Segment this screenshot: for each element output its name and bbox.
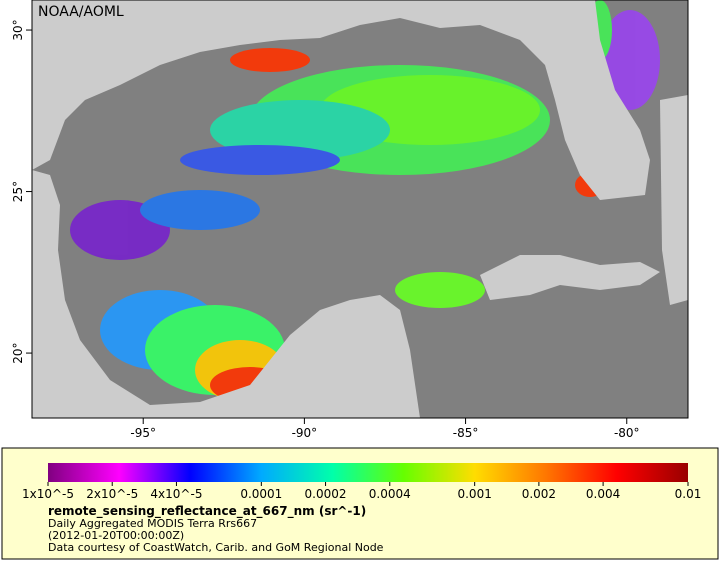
x-tick-label: -90° <box>292 426 318 440</box>
colorbar <box>48 463 688 482</box>
y-tick-label: 30° <box>11 19 25 40</box>
land <box>480 255 660 300</box>
y-tick-label: 25° <box>11 181 25 202</box>
colorbar-tick-label: 0.004 <box>586 487 620 501</box>
map-area: NOAA/AOML <box>32 0 688 418</box>
colorbar-tick-label: 0.0001 <box>240 487 282 501</box>
legend-line: Daily Aggregated MODIS Terra Rrs667 <box>48 517 257 530</box>
colorbar-tick-label: 0.0004 <box>369 487 411 501</box>
x-tick-label: -85° <box>453 426 479 440</box>
imagery <box>70 0 660 403</box>
x-tick-label: -95° <box>130 426 156 440</box>
land <box>32 170 420 418</box>
legend-line: Data courtesy of CoastWatch, Carib. and … <box>48 541 384 554</box>
colorbar-tick-label: 1x10^-5 <box>22 487 74 501</box>
colorbar-tick-label: 0.002 <box>522 487 556 501</box>
colorbar-tick-label: 0.0002 <box>305 487 347 501</box>
land <box>32 0 650 200</box>
colorbar-tick-label: 4x10^-5 <box>150 487 202 501</box>
colorbar-tick-label: 0.001 <box>457 487 491 501</box>
land <box>660 95 688 305</box>
y-tick-label: 20° <box>11 342 25 363</box>
plot-frame <box>31 0 689 419</box>
colorbar-tick-label: 2x10^-5 <box>86 487 138 501</box>
legend-line: (2012-01-20T00:00:00Z) <box>48 529 184 542</box>
watermark: NOAA/AOML <box>38 4 124 20</box>
colorbar-tick-label: 0.01 <box>675 487 702 501</box>
legend-variable: remote_sensing_reflectance_at_667_nm (sr… <box>48 504 366 519</box>
x-tick-label: -80° <box>614 426 640 440</box>
